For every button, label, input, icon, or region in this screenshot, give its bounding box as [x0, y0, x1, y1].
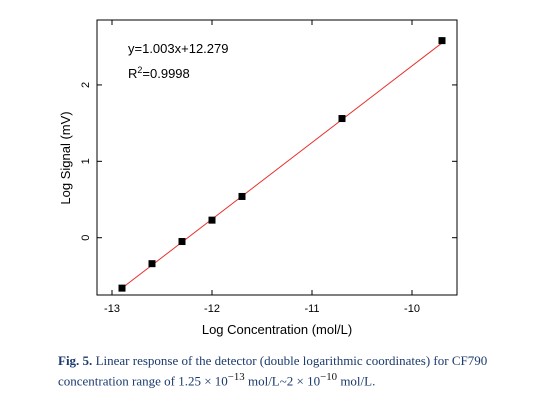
x-axis-ticks: -13 -12 -11 -10: [104, 20, 420, 315]
x-tick-label: -10: [404, 303, 420, 315]
fit-line-layer: [121, 42, 443, 289]
x-axis-label: Log Concentration (mol/L): [202, 322, 352, 337]
x-tick-label: -12: [204, 303, 220, 315]
x-tick-label: -13: [104, 303, 120, 315]
r-squared-value: =0.9998: [142, 66, 189, 81]
r-squared-label: R2=0.9998: [128, 65, 190, 81]
figure-caption: Fig. 5. Linear response of the detector …: [58, 352, 528, 389]
caption-label: Fig. 5.: [58, 353, 93, 368]
r-squared-prefix: R: [128, 66, 137, 81]
y-axis-label: Log Signal (mV): [58, 111, 73, 204]
chart: -13 -12 -11 -10 012 y=1.003x+12.279 R2=0.99…: [58, 19, 458, 337]
data-point: [118, 284, 126, 292]
caption-exponent-2: −10: [320, 371, 338, 383]
r-squared-sup: 2: [137, 65, 142, 75]
data-point: [438, 37, 446, 45]
data-point: [178, 238, 186, 246]
data-point: [238, 192, 246, 200]
equation-label: y=1.003x+12.279: [128, 41, 228, 56]
caption-text-before: Linear response of the detector (double …: [58, 353, 488, 389]
data-points: [118, 37, 446, 292]
y-axis-ticks: 0 1 2: [80, 82, 457, 241]
y-tick-label: 0: [80, 235, 92, 241]
fit-line: [121, 42, 443, 289]
data-point: [338, 115, 346, 123]
plot-frame: [96, 19, 458, 296]
y-tick-label: 1: [80, 158, 92, 164]
caption-text-middle: mol/L~2 × 10: [244, 373, 321, 389]
y-tick-label: 2: [80, 82, 92, 88]
caption-exponent-1: −13: [227, 371, 245, 383]
caption-text-after: mol/L.: [337, 373, 376, 389]
data-point: [148, 260, 156, 268]
x-tick-label: -11: [304, 303, 319, 315]
data-point: [208, 216, 216, 224]
